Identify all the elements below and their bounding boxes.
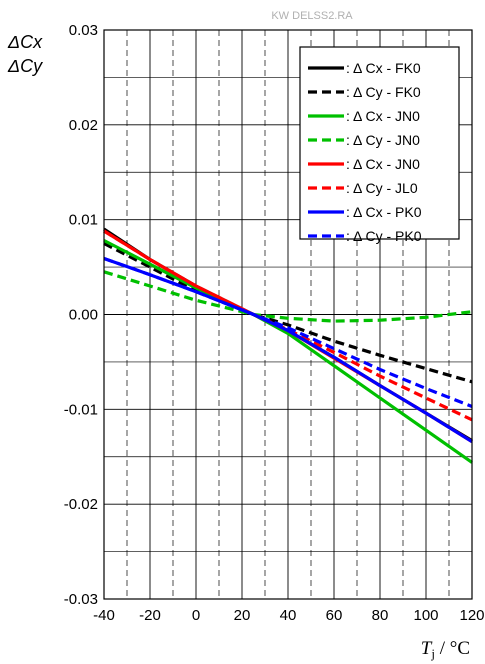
x-tick-label: -40 [93, 607, 115, 624]
x-tick-label: 100 [413, 607, 438, 624]
watermark: KW DELSS2.RA [271, 10, 353, 22]
x-axis-label-symbol: T [421, 638, 433, 659]
series-line-6 [103, 229, 473, 422]
legend-label-7: : Δ Cx - PK0 [346, 204, 422, 220]
series-line-4 [103, 270, 473, 323]
x-tick-label: -20 [139, 607, 161, 624]
y-tick-label: -0.03 [64, 591, 98, 608]
series-lines [103, 227, 473, 464]
legend-label-8: : Δ Cy - PK0 [346, 228, 422, 244]
series-line-3 [103, 239, 473, 464]
y-tick-label: 0.00 [69, 307, 98, 324]
y-tick-label: 0.03 [69, 22, 98, 39]
x-axis-label: Tj / °C [421, 638, 470, 661]
y-tick-label: -0.02 [64, 496, 98, 513]
series-line-7 [103, 256, 473, 443]
plot-frame [103, 29, 473, 600]
y-tick-label: 0.02 [69, 117, 98, 134]
x-tick-label: 60 [326, 607, 343, 624]
y-axis-label-line-2: ΔCy [7, 56, 43, 76]
x-tick-label: 80 [372, 607, 389, 624]
legend-box [299, 46, 460, 240]
legend-label-2: : Δ Cy - FK0 [346, 84, 421, 100]
x-tick-label: 40 [280, 607, 297, 624]
legend: : Δ Cx - FK0 : Δ Cy - FK0 : Δ Cx - JN0 : Δ … [299, 46, 460, 244]
series-line-2 [103, 241, 473, 384]
y-axis-label: ΔCx ΔCy [7, 32, 47, 76]
legend-label-3: : Δ Cx - JN0 [346, 108, 420, 124]
x-axis-label-unit: / °C [435, 638, 470, 659]
y-tick-label: -0.01 [64, 401, 98, 418]
y-tick-label: 0.01 [69, 212, 98, 229]
legend-label-5: : Δ Cx - JN0 [346, 156, 420, 172]
legend-label-4: : Δ Cy - JN0 [346, 132, 420, 148]
legend-label-1: : Δ Cx - FK0 [346, 60, 421, 76]
y-tick-labels: -0.03 -0.02 -0.01 0.00 0.01 0.02 0.03 [64, 22, 98, 608]
x-tick-label: 120 [459, 607, 484, 624]
x-tick-labels: -40 -20 0 20 40 60 80 100 120 [93, 607, 484, 624]
x-axis-label-subscript: j [430, 646, 435, 661]
y-axis-label-line-1: ΔCx [7, 32, 43, 52]
series-line-8 [103, 256, 473, 408]
x-tick-label: 0 [192, 607, 200, 624]
x-tick-label: 20 [234, 607, 251, 624]
legend-label-6: : Δ Cy - JL0 [346, 180, 418, 196]
